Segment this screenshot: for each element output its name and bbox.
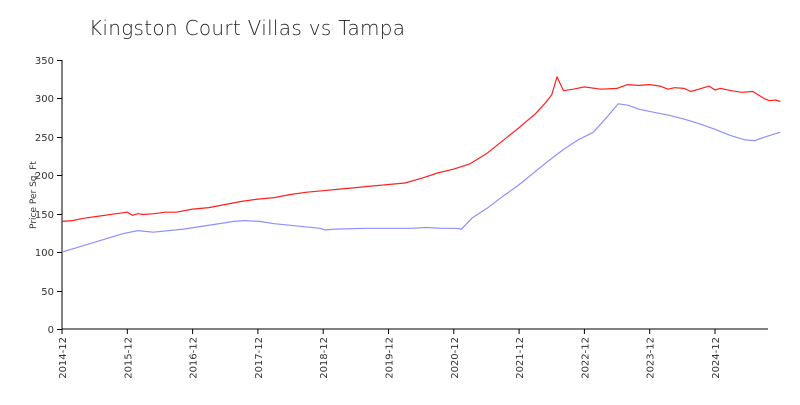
y-tick-label: 50	[41, 287, 54, 298]
y-tick-label: 350	[35, 56, 54, 67]
chart-title: Kingston Court Villas vs Tampa	[89, 16, 406, 40]
y-tick-label: 150	[35, 210, 54, 221]
y-tick-label: 300	[35, 94, 54, 105]
x-tick-label: 2016-12	[189, 337, 200, 379]
y-tick-label: 200	[35, 171, 54, 182]
axes: 0 50 100 150 200 250 300 350 2014-12 2015-12 2016-…	[35, 56, 768, 379]
series-layer	[61, 76, 781, 253]
y-tick-label: 100	[35, 248, 54, 259]
x-tick-label: 2021-12	[515, 337, 526, 379]
y-tick-label: 250	[35, 133, 54, 144]
x-tick-label: 2022-12	[580, 337, 591, 379]
x-tick-label: 2024-12	[711, 337, 722, 379]
series-line-kingston-court-villas	[61, 76, 781, 222]
x-tick-label: 2020-12	[450, 337, 461, 379]
series-line-tampa	[61, 103, 781, 253]
x-tick-label: 2014-12	[58, 337, 69, 379]
y-tick-label: 0	[48, 325, 54, 336]
x-tick-label: 2023-12	[646, 337, 657, 379]
y-axis-title: Price Per Sq. Ft	[29, 161, 39, 229]
x-tick-label: 2017-12	[254, 337, 265, 379]
x-tick-label: 2015-12	[123, 337, 134, 379]
x-tick-label: 2018-12	[319, 337, 330, 379]
x-tick-label: 2019-12	[385, 337, 396, 379]
